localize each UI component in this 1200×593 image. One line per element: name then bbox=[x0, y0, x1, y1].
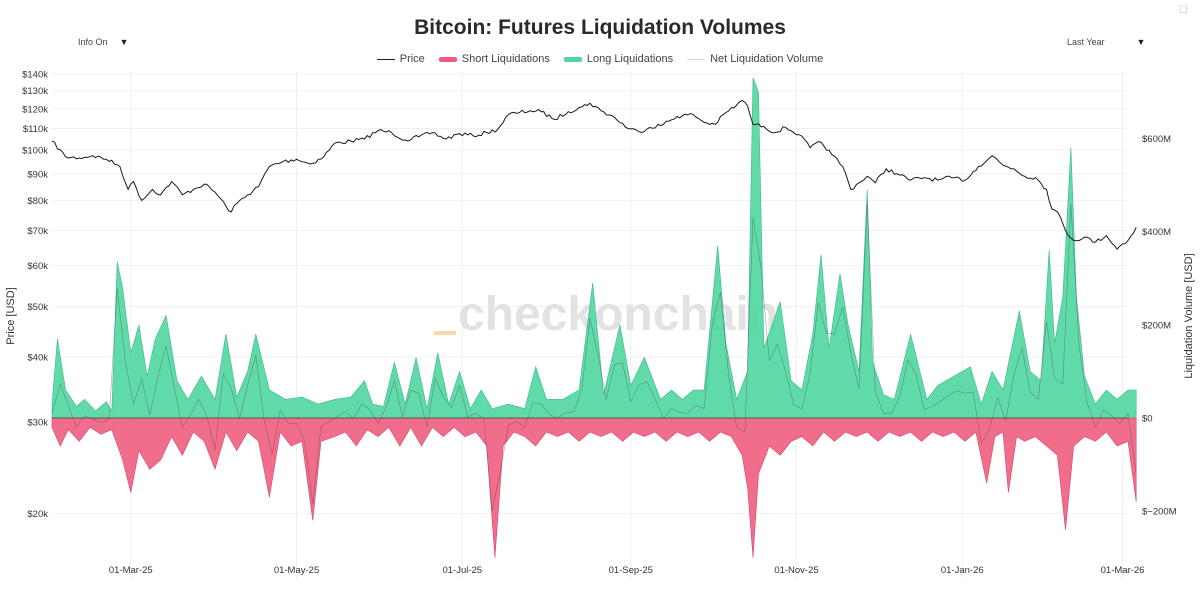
chart-title: Bitcoin: Futures Liquidation Volumes bbox=[414, 16, 786, 39]
legend-item-net[interactable]: Net Liquidation Volume bbox=[687, 53, 823, 65]
legend-label-long: Long Liquidations bbox=[586, 53, 674, 65]
liquidation-areas bbox=[51, 77, 1137, 558]
x-tick-label: 01-Sep-25 bbox=[609, 565, 653, 576]
legend-swatch-long bbox=[563, 56, 582, 62]
x-tick-label: 01-Mar-26 bbox=[1101, 565, 1145, 576]
square-icon[interactable]: ◻ bbox=[1178, 3, 1188, 15]
x-tick-label: 01-May-25 bbox=[274, 565, 319, 576]
legend-label-net: Net Liquidation Volume bbox=[710, 53, 824, 65]
legend-swatch-net bbox=[687, 58, 706, 60]
x-tick-label: 01-Mar-25 bbox=[109, 565, 153, 576]
y-right-tick-label: $600M bbox=[1142, 134, 1171, 145]
y-left-tick-label: $100k bbox=[22, 146, 48, 157]
info-toggle-label: Info On bbox=[78, 37, 108, 47]
chevron-down-icon: ▼ bbox=[119, 37, 129, 47]
x-tick-label: 01-Nov-25 bbox=[774, 565, 818, 576]
x-axis-ticks: 01-Mar-25 01-May-25 01-Jul-25 01-Sep-25 01-N… bbox=[109, 565, 1145, 576]
y-right-tick-label: $400M bbox=[1142, 227, 1171, 238]
y-right-tick-label: $−200M bbox=[1142, 507, 1177, 518]
legend-item-price[interactable]: Price bbox=[376, 53, 425, 65]
chevron-down-icon: ▼ bbox=[1136, 37, 1146, 47]
range-select-label: Last Year bbox=[1067, 37, 1105, 47]
y-left-tick-label: $130k bbox=[22, 86, 48, 97]
y-left-tick-label: $70k bbox=[27, 226, 48, 237]
legend-label-price: Price bbox=[399, 53, 425, 65]
left-axis-ticks: $140k $130k $120k $110k $100k $90k $80k $70k $60… bbox=[22, 69, 48, 520]
short-liquidations-area bbox=[51, 417, 1137, 558]
y-axis-right-title: Liquidation Volume [USD] bbox=[1183, 253, 1195, 378]
y-left-tick-label: $20k bbox=[27, 509, 48, 520]
price-line-group bbox=[51, 99, 1137, 250]
range-select-dropdown[interactable]: Last Year ▼ bbox=[1067, 33, 1145, 51]
legend-item-short[interactable]: Short Liquidations bbox=[438, 53, 550, 65]
net-liquidation-line bbox=[51, 203, 1137, 512]
y-left-tick-label: $140k bbox=[22, 69, 48, 80]
legend-label-short: Short Liquidations bbox=[461, 53, 550, 65]
y-left-tick-label: $90k bbox=[27, 169, 48, 180]
y-axis-left-title: Price [USD] bbox=[5, 287, 17, 344]
y-left-tick-label: $80k bbox=[27, 196, 48, 207]
x-tick-label: 01-Jan-26 bbox=[941, 565, 984, 576]
watermark-logo bbox=[434, 331, 456, 335]
y-right-tick-label: $0 bbox=[1142, 414, 1153, 425]
y-left-tick-label: $120k bbox=[22, 104, 48, 115]
y-left-tick-label: $40k bbox=[27, 353, 48, 364]
price-line bbox=[51, 99, 1137, 250]
y-left-tick-label: $60k bbox=[27, 261, 48, 272]
y-left-tick-label: $110k bbox=[23, 124, 48, 135]
right-axis-ticks: $600M $400M $200M $0 $−200M bbox=[1142, 134, 1177, 518]
chart-legend: Price Short Liquidations Long Liquidatio… bbox=[0, 53, 1200, 65]
y-left-tick-label: $50k bbox=[27, 302, 48, 313]
y-left-tick-label: $30k bbox=[27, 418, 48, 429]
long-liquidations-area bbox=[51, 77, 1137, 419]
x-tick-label: 01-Jul-25 bbox=[442, 565, 482, 576]
legend-item-long[interactable]: Long Liquidations bbox=[563, 53, 674, 65]
legend-swatch-short bbox=[438, 56, 457, 62]
info-toggle-dropdown[interactable]: Info On ▼ bbox=[78, 33, 128, 51]
y-right-tick-label: $200M bbox=[1142, 320, 1171, 331]
legend-swatch-price bbox=[376, 58, 395, 60]
